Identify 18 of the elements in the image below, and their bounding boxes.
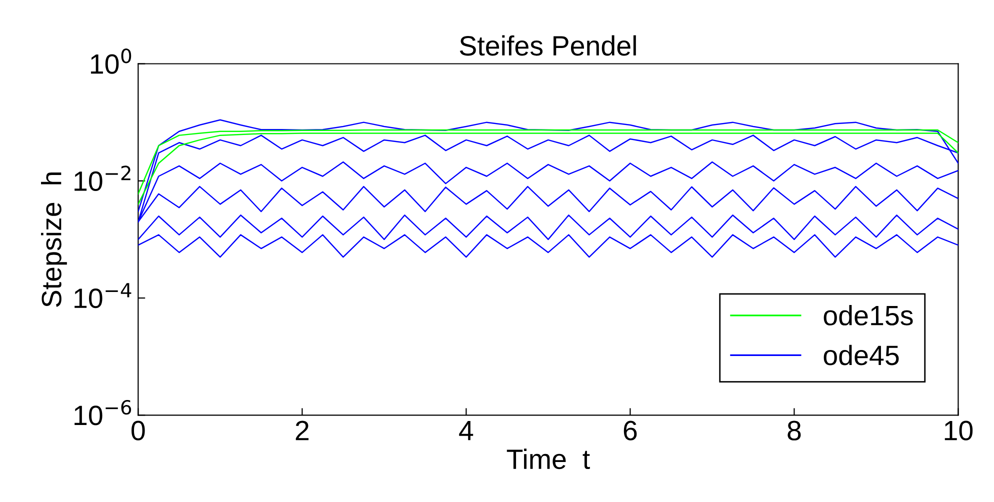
x-tick-label: 6 (624, 420, 637, 440)
line-series (138, 214, 958, 240)
line-series (138, 234, 958, 258)
y-axis-title: Stepsize h (41, 172, 67, 307)
line-series (138, 132, 958, 205)
x-axis-title: Time t (506, 448, 590, 470)
x-tick-label: 4 (459, 421, 474, 440)
chart-title: Steifes Pendel (460, 35, 636, 56)
x-tick-label: 10 (944, 420, 973, 440)
y-tick-label: 10$^{−2}$ (74, 166, 130, 192)
y-tick-label: 10$^{−6}$ (74, 400, 132, 426)
y-tick-label: 10$^{0}$ (90, 48, 132, 74)
x-tick-label: 0 (132, 420, 145, 440)
x-tick-label: 8 (788, 420, 801, 440)
legend-label: ode45 (824, 344, 899, 366)
x-tick-label: 2 (296, 420, 309, 440)
legend-label: ode15s (824, 305, 913, 326)
y-tick-label: 10$^{−4}$ (74, 283, 132, 308)
